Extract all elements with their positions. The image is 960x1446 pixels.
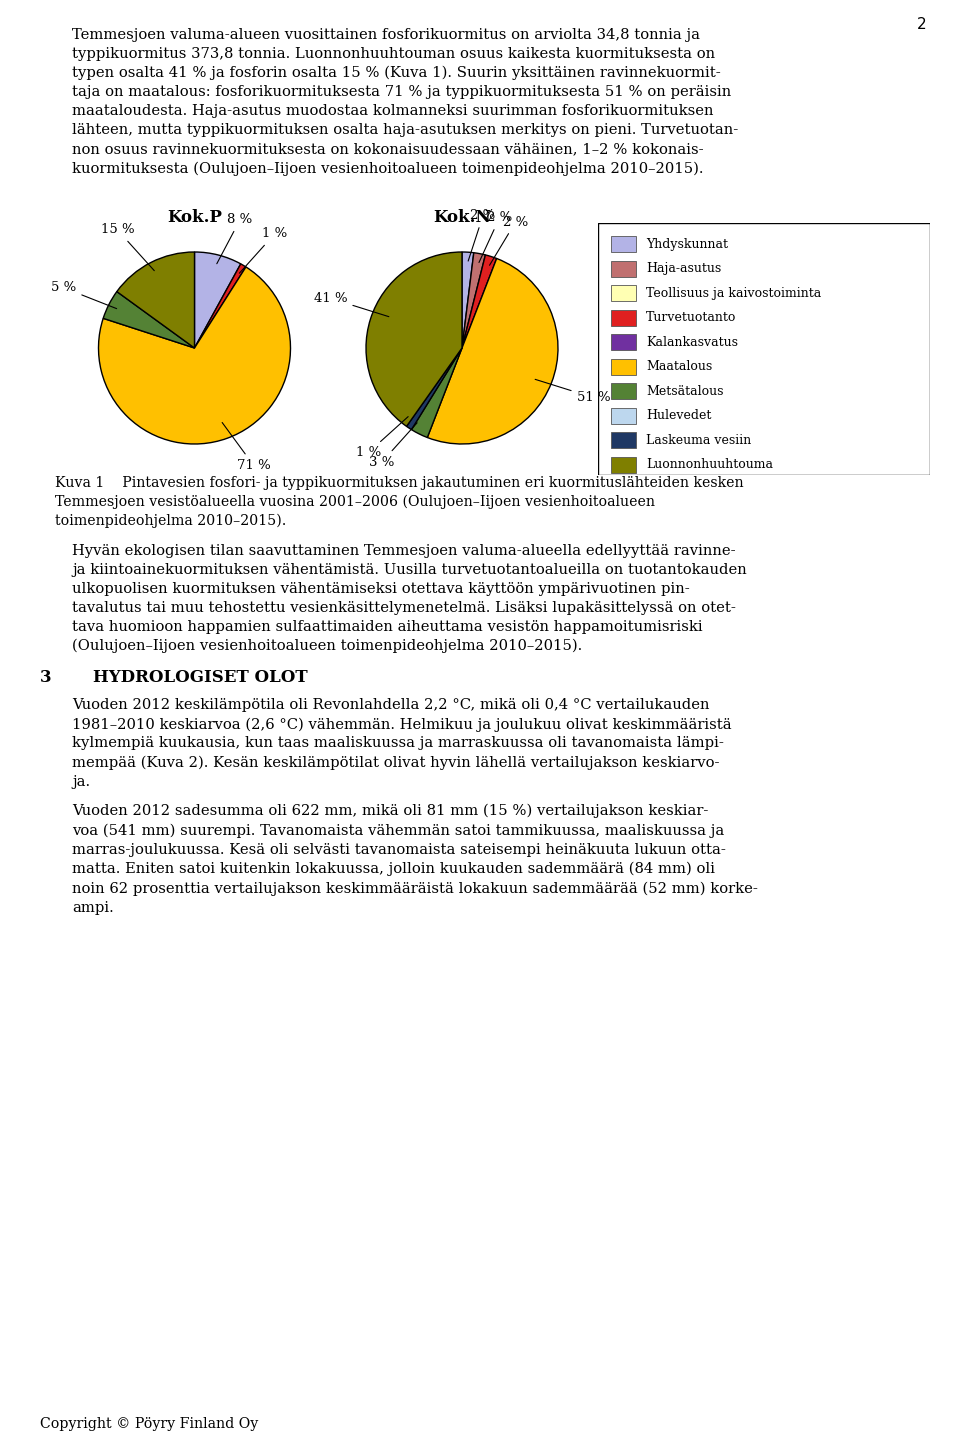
Text: 2 %: 2 % bbox=[490, 215, 528, 265]
Text: Teollisuus ja kaivostoiminta: Teollisuus ja kaivostoiminta bbox=[646, 286, 822, 299]
Title: Kok.N: Kok.N bbox=[433, 210, 491, 227]
Text: 2 %: 2 % bbox=[479, 211, 512, 263]
Bar bbox=[612, 309, 636, 325]
Text: 5 %: 5 % bbox=[51, 282, 116, 308]
Text: Luonnonhuuhtouma: Luonnonhuuhtouma bbox=[646, 458, 773, 471]
Wedge shape bbox=[462, 252, 474, 348]
Bar bbox=[612, 457, 636, 473]
Text: 41 %: 41 % bbox=[314, 292, 389, 317]
Bar bbox=[612, 359, 636, 375]
Wedge shape bbox=[462, 253, 486, 348]
Bar bbox=[612, 236, 636, 253]
Wedge shape bbox=[99, 268, 291, 444]
Text: 71 %: 71 % bbox=[222, 422, 271, 471]
Text: 2: 2 bbox=[917, 17, 926, 32]
Text: Vuoden 2012 sadesumma oli 622 mm, mikä oli 81 mm (15 %) vertailujakson keskiar-
: Vuoden 2012 sadesumma oli 622 mm, mikä o… bbox=[72, 804, 757, 915]
Text: Haja-asutus: Haja-asutus bbox=[646, 262, 721, 275]
Text: Hyvän ekologisen tilan saavuttaminen Temmesjoen valuma-alueella edellyyttää ravi: Hyvän ekologisen tilan saavuttaminen Tem… bbox=[72, 544, 747, 654]
Text: 3 %: 3 % bbox=[370, 422, 418, 469]
Text: HYDROLOGISET OLOT: HYDROLOGISET OLOT bbox=[93, 669, 307, 687]
Text: Temmesjoen valuma-alueen vuosittainen fosforikuormitus on arviolta 34,8 tonnia j: Temmesjoen valuma-alueen vuosittainen fo… bbox=[72, 27, 738, 176]
Text: 1 %: 1 % bbox=[355, 416, 408, 460]
Text: Kuva 1    Pintavesien fosfori- ja typpikuormituksen jakautuminen eri kuormituslä: Kuva 1 Pintavesien fosfori- ja typpikuor… bbox=[55, 476, 744, 528]
Wedge shape bbox=[195, 263, 246, 348]
Text: Hulevedet: Hulevedet bbox=[646, 409, 711, 422]
Text: Laskeuma vesiin: Laskeuma vesiin bbox=[646, 434, 752, 447]
Bar bbox=[612, 383, 636, 399]
Wedge shape bbox=[462, 254, 496, 348]
Title: Kok.P: Kok.P bbox=[167, 210, 222, 227]
Bar bbox=[612, 260, 636, 278]
Text: 1 %: 1 % bbox=[239, 227, 287, 273]
Bar bbox=[612, 432, 636, 448]
Text: Vuoden 2012 keskilämpötila oli Revonlahdella 2,2 °C, mikä oli 0,4 °C vertailukau: Vuoden 2012 keskilämpötila oli Revonlahd… bbox=[72, 698, 732, 790]
Text: Yhdyskunnat: Yhdyskunnat bbox=[646, 239, 728, 252]
Wedge shape bbox=[366, 252, 462, 427]
Text: Metsätalous: Metsätalous bbox=[646, 385, 724, 398]
Text: Kalankasvatus: Kalankasvatus bbox=[646, 335, 738, 348]
Wedge shape bbox=[117, 252, 195, 348]
Text: Turvetuotanto: Turvetuotanto bbox=[646, 311, 736, 324]
Wedge shape bbox=[406, 348, 462, 429]
Wedge shape bbox=[195, 252, 241, 348]
Bar bbox=[612, 334, 636, 350]
Wedge shape bbox=[427, 259, 558, 444]
Text: 2 %: 2 % bbox=[468, 210, 495, 262]
Bar bbox=[612, 285, 636, 301]
Wedge shape bbox=[103, 292, 195, 348]
Text: 3: 3 bbox=[40, 669, 52, 687]
Text: 8 %: 8 % bbox=[217, 213, 252, 263]
Text: Maatalous: Maatalous bbox=[646, 360, 712, 373]
Wedge shape bbox=[412, 348, 462, 438]
Text: 51 %: 51 % bbox=[535, 379, 611, 403]
Bar bbox=[612, 408, 636, 424]
Text: 15 %: 15 % bbox=[101, 224, 155, 270]
Text: Copyright © Pöyry Finland Oy: Copyright © Pöyry Finland Oy bbox=[40, 1417, 258, 1432]
